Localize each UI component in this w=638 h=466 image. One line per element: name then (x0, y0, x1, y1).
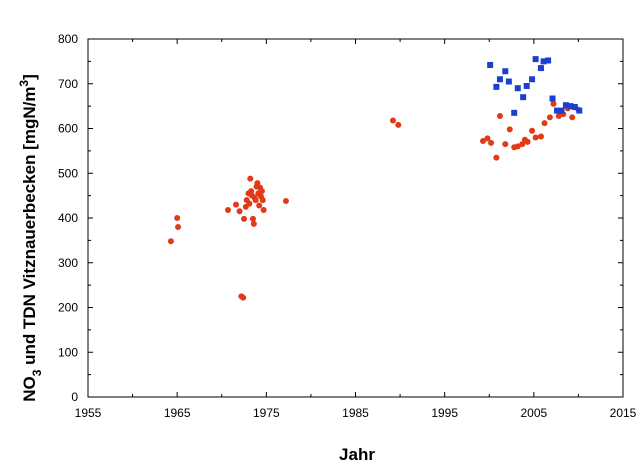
x-tick-label: 1955 (75, 406, 102, 420)
y-tick-label: 100 (58, 345, 78, 359)
data-point-circle (488, 139, 495, 146)
data-point-circle (258, 188, 265, 195)
data-point-square (554, 107, 561, 114)
data-point-square (496, 76, 503, 83)
data-point-circle (550, 100, 557, 107)
x-tick-label: 2015 (610, 406, 637, 420)
y-tick-label: 500 (58, 166, 78, 180)
data-point-circle (252, 197, 259, 204)
data-point-circle (502, 141, 509, 148)
series-2 (487, 56, 583, 116)
data-point-square (562, 102, 569, 109)
data-point-circle (174, 215, 181, 221)
data-point-circle (506, 126, 513, 133)
data-point-circle (259, 197, 266, 204)
y-tick-label: 600 (58, 122, 78, 136)
data-point-square (540, 58, 547, 65)
y-tick-label: 200 (58, 301, 78, 315)
y-axis-title-unit-superscript: 3 (17, 80, 31, 87)
data-point-square (505, 78, 512, 85)
data-point-circle (240, 294, 247, 301)
data-point-square (487, 61, 494, 68)
x-axis: 1955 1965 1975 1985 1995 2005 2015 (75, 39, 637, 420)
data-point-circle (546, 114, 553, 121)
data-point-circle (484, 135, 491, 142)
data-point-square (549, 95, 556, 102)
data-point-square (537, 65, 544, 72)
data-point-circle (514, 143, 521, 150)
data-point-square (576, 107, 583, 114)
data-points (167, 56, 583, 301)
y-tick-label: 300 (58, 256, 78, 270)
data-point-circle (248, 188, 255, 195)
data-point-circle (250, 220, 257, 227)
data-point-circle (233, 201, 240, 208)
y-axis-title-no: NO (20, 376, 39, 402)
data-point-circle (167, 238, 174, 245)
y-tick-label: 800 (58, 32, 78, 46)
data-point-circle (282, 197, 289, 204)
data-point-circle (395, 121, 402, 128)
data-point-circle (496, 112, 503, 119)
y-tick-label: 700 (58, 77, 78, 91)
data-point-circle (389, 117, 396, 124)
data-point-square (545, 57, 552, 64)
data-point-square (511, 109, 518, 116)
data-point-circle (256, 202, 263, 209)
y-tick-label: 400 (58, 211, 78, 225)
data-point-circle (246, 200, 253, 207)
x-tick-label: 1985 (342, 406, 369, 420)
plot-border (87, 38, 624, 398)
x-tick-label: 2005 (520, 406, 547, 420)
data-point-square (520, 94, 527, 101)
data-point-circle (537, 133, 544, 140)
y-axis-title-close: ] (20, 74, 39, 80)
plot-frame (87, 38, 624, 398)
data-point-square (514, 85, 521, 92)
data-point-circle (260, 206, 267, 213)
data-point-circle (236, 208, 243, 215)
data-point-circle (529, 127, 536, 134)
data-point-circle (241, 215, 248, 222)
data-point-circle (519, 141, 526, 148)
data-point-circle (524, 138, 531, 145)
data-point-circle (541, 120, 548, 127)
x-axis-title: Jahr (339, 445, 375, 464)
data-point-circle (224, 206, 231, 213)
data-point-circle (480, 138, 487, 145)
x-tick-label: 1965 (164, 406, 191, 420)
y-axis-title-no-subscript: 3 (30, 369, 44, 376)
data-point-square (571, 104, 578, 111)
y-axis-title: NO3 und TDN Vitznauerbecken [mgN/m3] (17, 74, 44, 402)
x-tick-label: 1975 (253, 406, 280, 420)
data-point-square (493, 83, 500, 90)
x-tick-label: 1995 (431, 406, 458, 420)
data-point-circle (493, 154, 500, 161)
series-1 (167, 100, 582, 301)
data-point-circle (254, 180, 261, 187)
data-point-square (502, 68, 509, 75)
y-tick-label: 0 (71, 390, 78, 404)
data-point-square (523, 82, 530, 89)
y-axis: 0 100 200 300 400 500 600 700 800 (58, 32, 623, 404)
data-point-square (532, 56, 539, 63)
data-point-square (529, 76, 536, 83)
data-point-square (558, 107, 565, 114)
data-point-square (567, 103, 574, 110)
data-point-circle (247, 175, 254, 182)
y-axis-title-main: und TDN Vitznauerbecken [mgN/m (20, 87, 39, 370)
data-point-circle (569, 114, 576, 121)
data-point-circle (175, 223, 182, 230)
data-point-circle (249, 215, 256, 222)
data-point-circle (532, 134, 539, 141)
